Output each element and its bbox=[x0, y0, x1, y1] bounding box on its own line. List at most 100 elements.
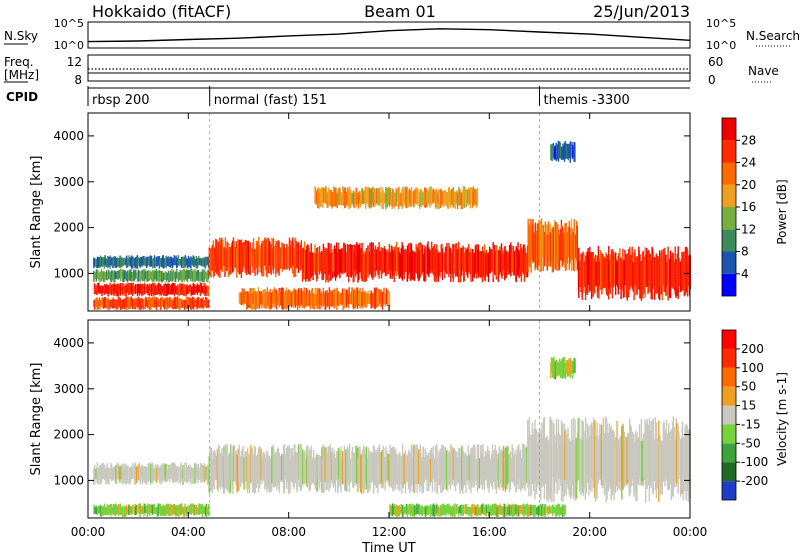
heatmap-cell bbox=[101, 465, 103, 479]
heatmap-cell bbox=[609, 428, 611, 489]
heatmap-cell bbox=[284, 247, 286, 270]
heatmap-cell bbox=[382, 190, 384, 210]
heatmap-cell bbox=[345, 289, 347, 308]
heatmap-cell bbox=[121, 506, 123, 515]
heatmap-cell bbox=[402, 186, 404, 207]
heatmap-cell bbox=[383, 448, 385, 482]
heatmap-cell bbox=[130, 283, 133, 293]
heatmap-cell bbox=[95, 258, 98, 268]
heatmap-cell bbox=[687, 429, 689, 502]
heatmap-cell bbox=[144, 259, 146, 265]
heatmap-cell bbox=[198, 467, 200, 480]
heatmap-cell bbox=[616, 422, 619, 492]
heatmap-cell bbox=[296, 452, 298, 492]
heatmap-cell bbox=[271, 446, 273, 484]
heatmap-cell bbox=[112, 468, 114, 480]
heatmap-cell bbox=[150, 258, 152, 267]
heatmap-cell bbox=[298, 452, 300, 488]
heatmap-cell bbox=[138, 284, 141, 296]
colorbar-segment bbox=[722, 462, 736, 482]
heatmap-cell bbox=[165, 468, 168, 483]
heatmap-cell bbox=[398, 190, 400, 203]
heatmap-cell bbox=[362, 253, 364, 282]
heatmap-cell bbox=[550, 144, 552, 161]
heatmap-cell bbox=[378, 188, 380, 205]
heatmap-cell bbox=[166, 297, 168, 310]
heatmap-cell bbox=[318, 245, 321, 275]
heatmap-cell bbox=[114, 271, 116, 283]
colorbar-segment bbox=[722, 162, 736, 185]
heatmap-cell bbox=[153, 468, 155, 481]
heatmap-cell bbox=[653, 439, 655, 482]
heatmap-cell bbox=[248, 453, 250, 490]
heatmap-cell bbox=[413, 444, 415, 494]
heatmap-cell bbox=[162, 504, 165, 516]
heatmap-cell bbox=[97, 467, 99, 485]
heatmap-cell bbox=[170, 503, 172, 516]
heatmap-cell bbox=[417, 247, 419, 279]
heatmap-cell bbox=[159, 466, 161, 484]
heatmap-cell bbox=[176, 296, 179, 308]
heatmap-cell bbox=[164, 298, 166, 310]
heatmap-cell bbox=[508, 244, 511, 274]
heatmap-cell bbox=[556, 504, 559, 516]
heatmap-cell bbox=[466, 505, 468, 515]
heatmap-cell bbox=[319, 252, 322, 272]
heatmap-cell bbox=[193, 284, 195, 295]
heatmap-cell bbox=[174, 464, 176, 482]
heatmap-cell bbox=[380, 192, 382, 203]
heatmap-cell bbox=[288, 237, 291, 270]
heatmap-cell bbox=[440, 188, 442, 207]
heatmap-cell bbox=[509, 504, 511, 515]
heatmap-cell bbox=[637, 437, 640, 486]
heatmap-cell bbox=[233, 444, 236, 480]
heatmap-cell bbox=[437, 506, 440, 516]
colorbar-tick-label: -50 bbox=[741, 436, 761, 450]
heatmap-cell bbox=[675, 259, 677, 299]
heatmap-cell bbox=[425, 452, 427, 480]
heatmap-cell bbox=[446, 250, 449, 271]
heatmap-cell bbox=[97, 270, 99, 280]
heatmap-cell bbox=[124, 463, 126, 485]
heatmap-cell bbox=[118, 296, 120, 307]
heatmap-cell bbox=[115, 284, 117, 294]
heatmap-cell bbox=[591, 252, 593, 292]
heatmap-cell bbox=[558, 432, 560, 491]
heatmap-cell bbox=[520, 457, 523, 490]
heatmap-cell bbox=[149, 284, 151, 293]
heatmap-cell bbox=[207, 285, 210, 297]
heatmap-cell bbox=[102, 462, 104, 479]
heatmap-cell bbox=[130, 296, 132, 307]
cpid-label: CPID bbox=[6, 90, 38, 104]
heatmap-cell bbox=[581, 253, 583, 300]
heatmap-cell bbox=[391, 448, 393, 488]
heatmap-cell bbox=[105, 467, 107, 485]
heatmap-cell bbox=[470, 248, 472, 282]
heatmap-cell bbox=[441, 446, 444, 493]
heatmap-cell bbox=[212, 240, 215, 278]
heatmap-cell bbox=[454, 503, 456, 517]
heatmap-cell bbox=[316, 287, 318, 310]
heatmap-cell bbox=[359, 192, 362, 208]
nsearch-tick-top: 10^5 bbox=[706, 17, 736, 30]
heatmap-cell bbox=[203, 300, 205, 308]
heatmap-cell bbox=[379, 448, 381, 485]
heatmap-cell bbox=[267, 452, 269, 489]
heatmap-cell bbox=[399, 507, 401, 513]
heatmap-cell bbox=[334, 453, 336, 486]
heatmap-cell bbox=[231, 240, 234, 273]
heatmap-cell bbox=[448, 246, 450, 274]
heatmap-cell bbox=[579, 260, 581, 288]
heatmap-cell bbox=[306, 446, 308, 488]
heatmap-cell bbox=[219, 453, 222, 490]
heatmap-cell bbox=[244, 239, 247, 273]
heatmap-cell bbox=[572, 232, 575, 271]
heatmap-cell bbox=[201, 505, 204, 517]
heatmap-cell bbox=[122, 257, 124, 267]
heatmap-cell bbox=[109, 282, 111, 294]
heatmap-cell bbox=[281, 242, 283, 272]
heatmap-cell bbox=[401, 504, 404, 517]
heatmap-cell bbox=[655, 253, 658, 294]
heatmap-cell bbox=[550, 357, 553, 374]
heatmap-cell bbox=[657, 256, 659, 293]
